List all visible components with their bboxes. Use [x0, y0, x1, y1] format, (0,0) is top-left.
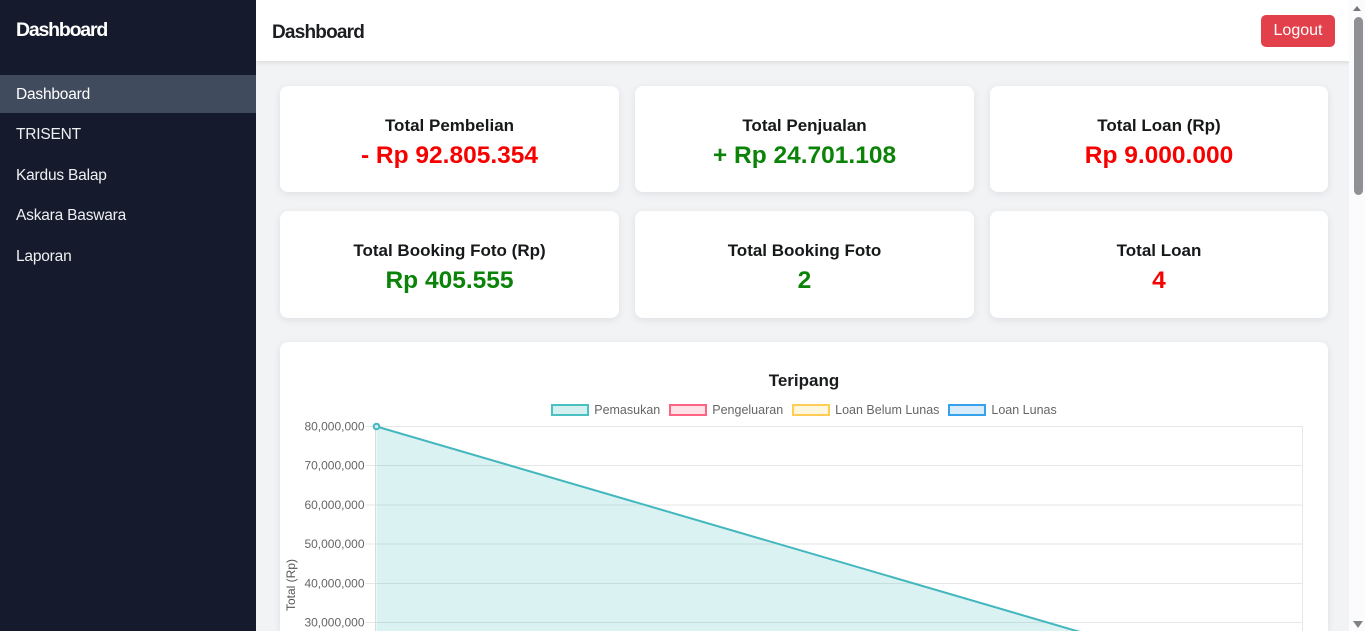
svg-text:70,000,000: 70,000,000 — [304, 459, 364, 473]
svg-text:60,000,000: 60,000,000 — [304, 498, 364, 512]
svg-text:40,000,000: 40,000,000 — [304, 576, 364, 590]
svg-text:50,000,000: 50,000,000 — [304, 537, 364, 551]
svg-text:Total (Rp): Total (Rp) — [284, 559, 298, 611]
svg-text:30,000,000: 30,000,000 — [304, 616, 364, 630]
svg-text:80,000,000: 80,000,000 — [304, 420, 364, 434]
